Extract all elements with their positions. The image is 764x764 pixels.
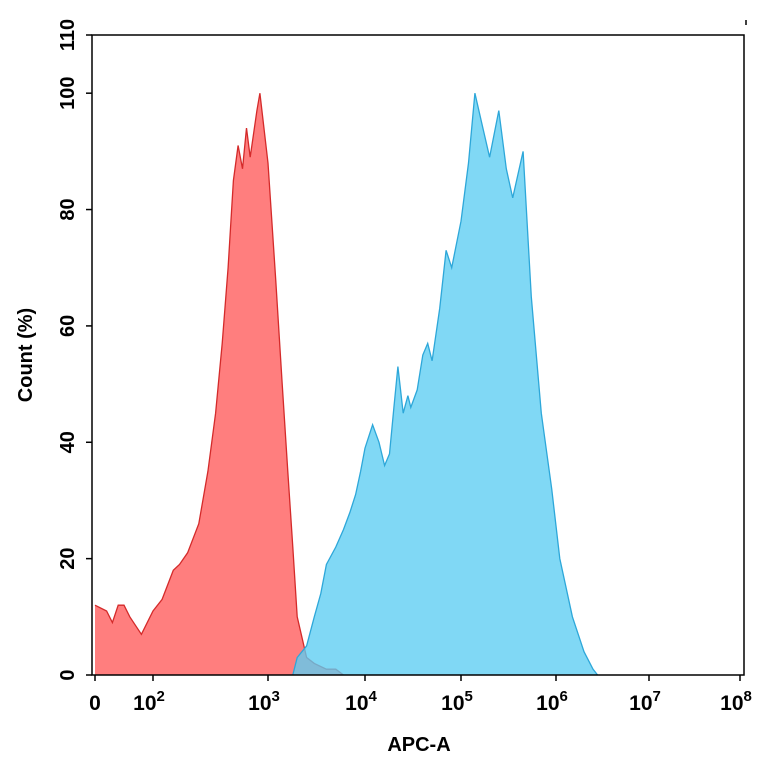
series-layer [94,93,599,676]
y-tick-label: 20 [57,548,79,570]
plot-frame [91,34,745,676]
y-tick-label: 100 [57,76,79,109]
x-tick-label: 107 [629,688,661,715]
y-axis-ticks: 0 20 40 60 80 100 110 [57,19,92,681]
y-axis-title: Count (%) [15,308,37,402]
series-1-area [95,93,344,675]
series-1-line [94,93,344,676]
y-tick-label: 80 [57,198,79,220]
y-tick-label: 40 [57,431,79,453]
x-tick-label: 104 [345,688,377,715]
y-tick-label: 60 [57,315,79,337]
x-tick-label: 108 [720,688,752,715]
x-axis-ticks: 0 102 103 104 105 106 107 108 [89,675,752,715]
x-tick-label: 106 [536,688,568,715]
y-tick-label: 0 [57,669,79,680]
series-2-line [292,93,599,676]
y-tick-label: 110 [57,19,79,51]
x-tick-label: 0 [89,692,101,715]
x-tick-label: 105 [441,688,473,715]
x-tick-label: 103 [248,688,280,715]
series-2-area [292,93,598,675]
x-axis-title: APC-A [387,734,450,756]
plot-area [91,20,747,676]
x-tick-label: 102 [133,688,165,715]
